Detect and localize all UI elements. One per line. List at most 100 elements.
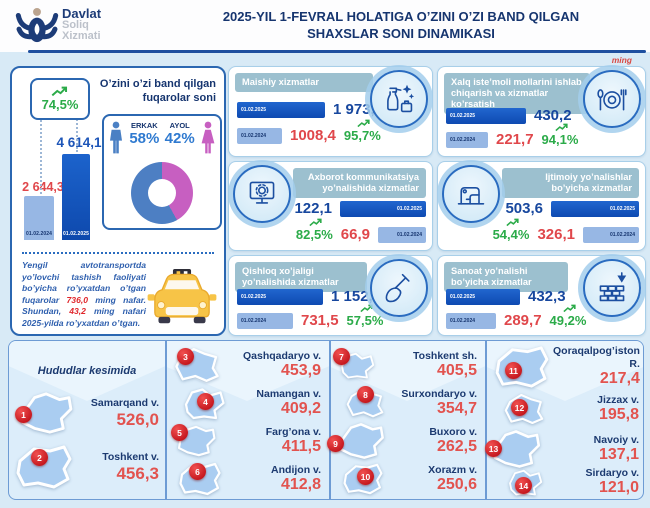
region-map-icon: 4	[181, 385, 227, 421]
regions-panel: Hududlar kesimida 1 Samarqand v. 526,0 2 …	[8, 340, 644, 500]
sector-value-2025: 503,6	[505, 200, 543, 217]
bar-2025: 01.02.2025	[62, 154, 90, 240]
region-value: 217,4	[599, 370, 640, 388]
sewing-machine-icon	[442, 165, 500, 223]
region-value: 409,2	[280, 400, 321, 418]
region-item-buxoro: 9 Buxoro v. 262,5	[327, 421, 477, 461]
region-number-badge: 4	[197, 393, 214, 410]
gender-box: ERKAK 58% AYOL 42%	[102, 114, 222, 230]
region-name: Farg’ona v.	[265, 425, 321, 438]
region-value: 412,8	[280, 476, 321, 494]
region-value: 250,6	[436, 476, 477, 494]
region-item-namangan: 4 Namangan v. 409,2	[181, 384, 321, 422]
page-title-line-2: SHAXSLAR SONI DINAMIKASI	[307, 25, 495, 41]
region-name: Xorazm v.	[428, 463, 477, 476]
region-value: 137,1	[598, 446, 639, 464]
region-name: Qashqadaryo v.	[242, 349, 321, 362]
region-map-icon: 2	[13, 443, 75, 491]
region-number-badge: 11	[505, 362, 522, 379]
region-item-surxondaryo: 8 Surxondaryo v. 354,7	[345, 384, 477, 422]
brand-line-1: Davlat	[62, 6, 102, 21]
sector-value-2025: 122,1	[294, 200, 332, 217]
value-2024: 2 644,3	[22, 180, 64, 194]
sector-card-qishloq: Qishloq xo’jaligi yo’nalishida xizmatlar…	[228, 255, 433, 336]
sector-title: Maishiy xizmatlar	[235, 73, 373, 93]
bar-2025-label: 01.02.2025	[62, 231, 90, 237]
header: Davlat Soliq Xizmati 2025-YIL 1-FEVRAL H…	[0, 0, 650, 52]
region-name: Samarqand v.	[90, 396, 159, 409]
total-growth-value: 74,5%	[41, 97, 79, 112]
region-map-icon: 14	[505, 467, 545, 497]
region-item-samarqand: 1 Samarqand v. 526,0	[15, 389, 159, 437]
region-item-toshkent-sh: 7 Toshkent sh. 405,5	[333, 346, 477, 384]
sector-value-2024: 1008,4	[290, 127, 336, 144]
region-number-badge: 6	[189, 463, 206, 480]
region-number-badge: 13	[485, 440, 502, 457]
region-name: Navoiy v.	[593, 433, 639, 446]
sector-growth: 54,4%	[493, 218, 529, 242]
bar-label: 01.02.2024	[241, 317, 267, 324]
region-map-icon: 5	[171, 424, 221, 458]
sector-card-sanoat: Sanoat yo’nalishi bo’yicha xizmatlar 01.…	[437, 255, 646, 336]
region-map-icon: 9	[327, 421, 389, 461]
region-map-icon: 10	[339, 462, 387, 496]
region-item-qoraqalpogiston: 11 Qoraqalpog’iston R. 217,4	[491, 345, 640, 389]
region-number-badge: 1	[15, 406, 32, 423]
sector-value-2024: 289,7	[504, 312, 542, 329]
bar-label: 01.02.2024	[450, 317, 476, 324]
page-title: 2025-YIL 1-FEVRAL HOLATIGA O’ZINI O’ZI B…	[160, 9, 642, 43]
sector-growth: 82,5%	[296, 218, 333, 242]
region-name: Sirdaryo v.	[585, 466, 640, 479]
region-value: 411,5	[281, 438, 321, 456]
region-item-xorazm: 10 Xorazm v. 250,6	[339, 460, 477, 498]
region-value: 526,0	[116, 409, 159, 429]
bricks-trowel-icon	[583, 259, 641, 317]
up-trend-icon	[51, 86, 68, 97]
summary-title: O’zini o’zi band qilgan fuqarolar soni	[99, 78, 216, 104]
region-name: Buxoro v.	[429, 425, 477, 438]
region-number-badge: 8	[357, 386, 374, 403]
region-number-badge: 10	[357, 468, 374, 485]
region-item-qashqadaryo: 3 Qashqadaryo v. 453,9	[171, 346, 321, 384]
page-title-line-1: 2025-YIL 1-FEVRAL HOLATIGA O’ZINI O’ZI B…	[222, 9, 580, 24]
bar-label: 01.02.2024	[450, 136, 476, 143]
bar-label: 01.02.2025	[396, 205, 422, 212]
region-value: 405,5	[436, 362, 477, 380]
region-number-badge: 14	[515, 477, 532, 494]
sector-title: Axborot kommunikatsiya yo’nalishida xizm…	[293, 168, 426, 199]
sector-value-2024: 66,9	[340, 226, 370, 243]
sector-title: Sanoat yo’nalishi bo’yicha xizmatlar	[444, 262, 568, 293]
value-2025: 4 614,1	[56, 135, 102, 150]
region-item-sirdaryo: 14 Sirdaryo v. 121,0	[505, 465, 639, 499]
region-map-icon: 13	[485, 428, 543, 470]
sector-value-2024: 731,5	[301, 312, 339, 329]
dining-icon	[583, 70, 641, 128]
bar-label: 01.02.2025	[241, 293, 267, 300]
sector-growth: 49,2%	[550, 304, 586, 328]
female-percent: 42%	[164, 130, 195, 147]
sector-card-axborot: Axborot kommunikatsiya yo’nalishida xizm…	[228, 161, 433, 251]
region-name: Jizzax v.	[597, 393, 639, 406]
region-map-icon: 12	[503, 391, 545, 427]
bar-label: 01.02.2025	[241, 106, 267, 113]
sector-card-xalq-istemoli: Xalq iste’moli mollarini ishlab chiqaris…	[437, 66, 646, 157]
region-number-badge: 9	[327, 435, 344, 452]
sector-card-maishiy: Maishiy xizmatlar 01.02.2025 1 973,4 01.…	[228, 66, 433, 157]
brand-text: Davlat Soliq Xizmati	[62, 7, 101, 43]
region-name: Andijon v.	[271, 463, 321, 476]
bar-2024: 01.02.2024	[24, 196, 54, 240]
region-value: 453,9	[280, 362, 321, 380]
sector-title: Qishloq xo’jaligi yo’nalishida xizmatlar	[235, 262, 367, 293]
region-map-icon: 7	[333, 348, 377, 380]
region-name: Toshkent v.	[102, 450, 159, 463]
regions-title: Hududlar kesimida	[37, 365, 137, 377]
region-number-badge: 2	[31, 449, 48, 466]
region-item-navoiy: 13 Navoiy v. 137,1	[485, 428, 639, 470]
sector-value-2025: 432,3	[528, 288, 566, 305]
region-item-jizzax: 12 Jizzax v. 195,8	[503, 391, 639, 427]
region-name: Namangan v.	[256, 387, 321, 400]
region-value: 195,8	[598, 406, 639, 424]
region-map-icon: 6	[175, 461, 225, 497]
region-name: Qoraqalpog’iston R.	[553, 345, 640, 370]
